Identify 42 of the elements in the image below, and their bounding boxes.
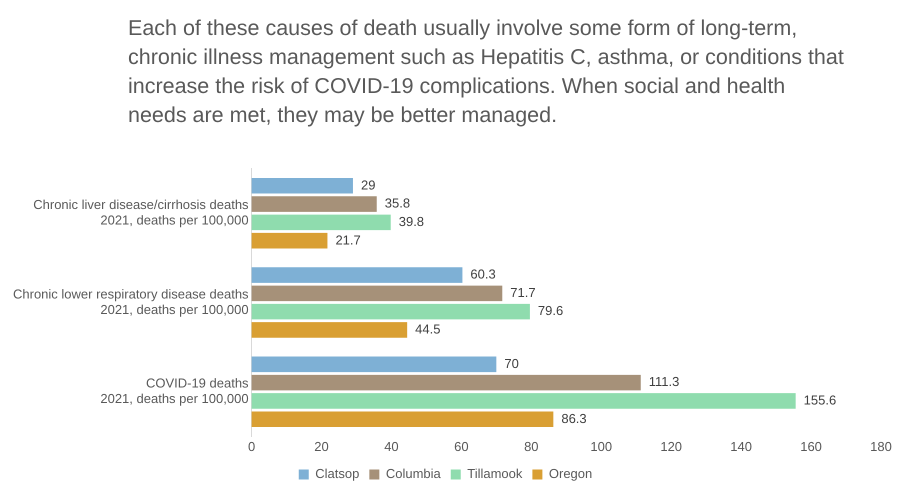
x-tick-label: 180: [870, 438, 892, 454]
legend-label: Oregon: [548, 466, 592, 482]
legend-label: Columbia: [386, 466, 442, 482]
x-tick-label: 100: [590, 438, 612, 454]
data-label: 44.5: [415, 322, 440, 337]
bar: [252, 178, 353, 194]
bar: [252, 322, 408, 338]
data-label: 21.7: [335, 232, 361, 248]
x-tick-label: 160: [800, 438, 822, 454]
x-tick-label: 120: [660, 438, 682, 454]
data-label: 29: [360, 177, 376, 192]
bar: [252, 232, 328, 248]
x-tick-label: 40: [384, 438, 399, 454]
y-tick-label: Chronic liver disease/cirrhosis deaths 2021, deaths per 100,000: [33, 197, 250, 228]
data-label: 35.8: [384, 196, 410, 211]
bar: [252, 304, 530, 320]
bar: [252, 411, 554, 427]
bar: [252, 196, 377, 212]
data-label: 155.6: [804, 392, 836, 408]
data-label: 39.8: [398, 214, 424, 229]
data-label: 60.3: [470, 266, 496, 282]
bar: [252, 286, 502, 302]
x-tick-label: 60: [454, 438, 469, 454]
data-label: 111.3: [648, 374, 680, 390]
bar: [252, 374, 641, 390]
bar: [252, 267, 462, 283]
x-tick-label: 140: [730, 438, 752, 454]
data-label: 79.6: [538, 303, 564, 318]
bar: [252, 214, 391, 230]
legend-label: Clatsop: [315, 466, 360, 482]
chart-title: Each of these causes of death usually involve some form of long-term, chronic illness management such as Hepatitis C, asthma, or conditions that increase the risk of COVID-19 complications. When social and health needs are met, they may be better managed.: [128, 15, 845, 129]
y-tick-label: Chronic lower respiratory disease deaths 2021, deaths per 100,000: [12, 286, 250, 317]
data-label: 70: [504, 356, 519, 371]
x-tick-label: 20: [314, 438, 329, 454]
x-tick-label: 0: [248, 438, 256, 454]
bar: [252, 356, 496, 372]
y-tick-label: COVID-19 deaths 2021, deaths per 100,000: [100, 376, 250, 406]
data-label: 86.3: [561, 410, 587, 426]
bar: [252, 393, 796, 409]
x-tick-label: 80: [524, 438, 539, 454]
legend-label: Tillamook: [467, 466, 523, 482]
data-label: 71.7: [510, 284, 536, 300]
